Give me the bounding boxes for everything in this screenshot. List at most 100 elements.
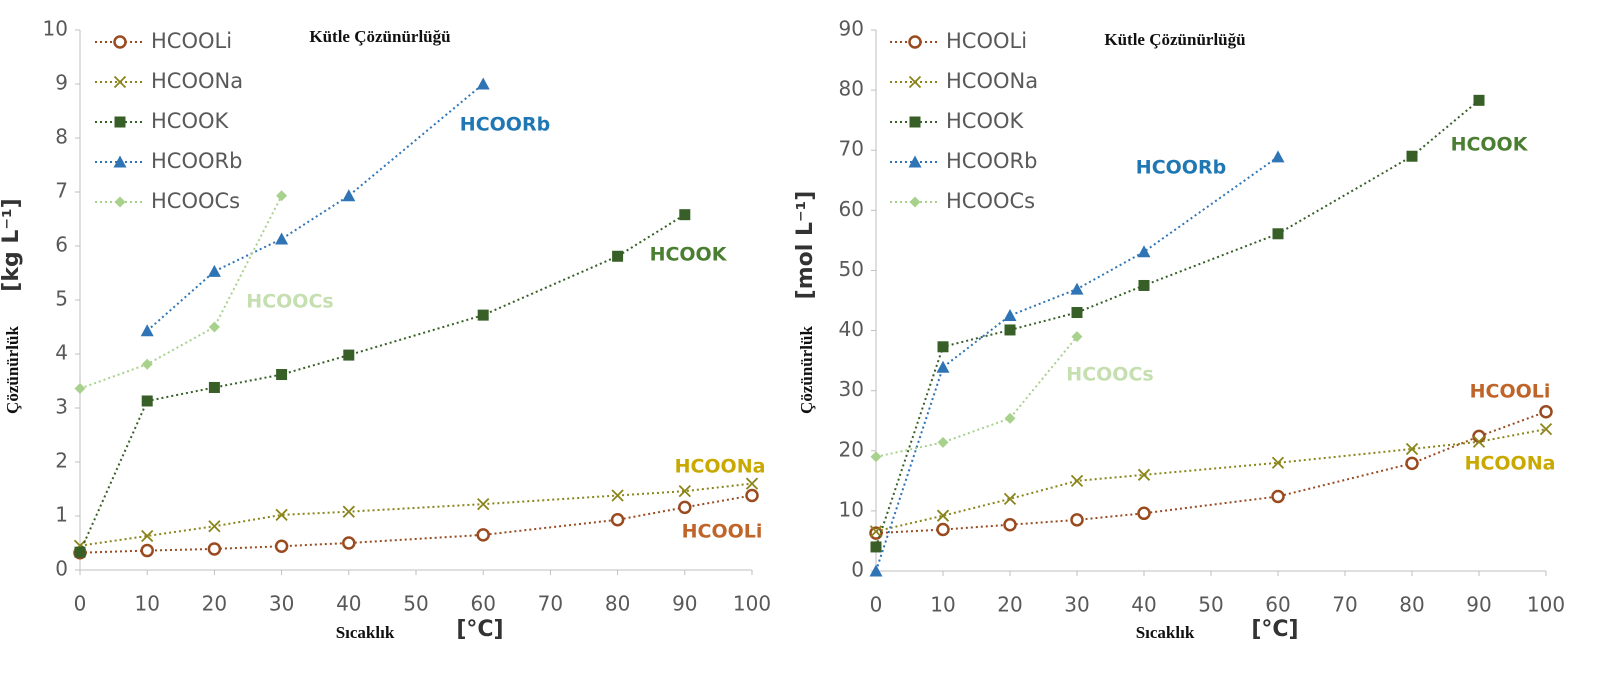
x-tick-label: 80	[605, 592, 630, 616]
point	[275, 508, 288, 522]
y-tick-label: 0	[55, 557, 68, 581]
point	[678, 485, 691, 498]
annotation: HCOOK	[650, 244, 728, 266]
point	[477, 497, 490, 511]
legend-label: HCOOK	[946, 109, 1025, 133]
legend-label: HCOOLi	[946, 29, 1027, 53]
y-axis-label: Çözünürlük	[797, 326, 816, 414]
point	[1539, 404, 1553, 419]
point	[1003, 309, 1017, 322]
legend-marker	[908, 35, 922, 49]
point	[74, 546, 86, 558]
point	[276, 369, 288, 381]
point	[208, 520, 221, 533]
point	[1137, 506, 1151, 521]
x-tick-label: 40	[1131, 593, 1156, 617]
x-tick-label: 60	[1265, 593, 1290, 617]
point	[611, 489, 624, 502]
x-tick-label: 100	[733, 592, 771, 616]
legend-label: HCOOCs	[151, 189, 240, 213]
point	[1070, 474, 1084, 487]
x-tick-label: 90	[672, 592, 697, 616]
x-tick-label: 0	[870, 593, 883, 617]
point	[937, 436, 949, 448]
series	[73, 477, 759, 552]
annotation: HCOOLi	[1470, 381, 1551, 403]
y-tick-label: 10	[43, 17, 68, 41]
point	[1071, 307, 1083, 319]
annotation: HCOOK	[1451, 134, 1529, 156]
point	[1071, 331, 1083, 343]
y-tick-label: 90	[839, 17, 864, 41]
point	[678, 500, 692, 515]
x-tick-label: 60	[470, 592, 495, 616]
y-tick-label: 70	[839, 137, 864, 161]
point	[1405, 456, 1419, 471]
point	[612, 250, 624, 262]
series	[74, 190, 288, 395]
legend-label: HCOORb	[946, 149, 1037, 173]
y-tick-label: 40	[839, 317, 864, 341]
point	[274, 539, 289, 553]
series	[869, 423, 1553, 538]
line	[79, 482, 753, 547]
x-tick-label: 40	[336, 592, 361, 616]
legend-label: HCOONa	[151, 69, 243, 93]
y-tick-label: 50	[839, 257, 864, 281]
annotation: HCOORb	[1136, 157, 1226, 179]
point	[276, 190, 288, 202]
annotation: HCOOCs	[246, 291, 333, 313]
point	[1137, 245, 1151, 258]
line	[875, 428, 1547, 533]
chart-title: Kütle Çözünürlüğü	[1104, 30, 1245, 49]
point	[869, 564, 883, 577]
legend-marker	[114, 116, 126, 128]
y-tick-label: 7	[55, 179, 68, 203]
point	[343, 349, 355, 361]
point	[207, 542, 222, 556]
point	[208, 381, 220, 393]
y-tick-label: 5	[55, 287, 68, 311]
x-tick-label: 20	[997, 593, 1022, 617]
annotation: HCOOCs	[1066, 364, 1153, 386]
point	[1472, 435, 1486, 448]
line	[875, 156, 1279, 572]
point	[936, 360, 950, 373]
legend-label: HCOONa	[946, 69, 1038, 93]
x-tick-label: 10	[930, 593, 955, 617]
x-tick-label: 50	[1198, 593, 1223, 617]
point	[679, 209, 691, 221]
legend-marker	[113, 75, 127, 89]
line	[79, 213, 686, 553]
point	[937, 341, 949, 353]
point	[141, 529, 154, 543]
legend-marker	[114, 196, 126, 208]
point	[342, 536, 356, 550]
y-axis-unit: [kg L⁻¹]	[0, 198, 24, 291]
point	[208, 321, 220, 333]
y-tick-label: 10	[839, 497, 864, 521]
x-tick-label: 30	[1064, 593, 1089, 617]
annotation: HCOONa	[1465, 453, 1556, 475]
point	[1271, 456, 1285, 469]
y-axis-label: Çözünürlük	[3, 326, 22, 414]
x-tick-label: 90	[1466, 593, 1491, 617]
point	[476, 77, 490, 90]
y-tick-label: 6	[55, 233, 68, 257]
point	[1539, 423, 1553, 436]
point	[141, 358, 153, 370]
line	[875, 410, 1547, 535]
annotation: HCOOLi	[682, 521, 763, 543]
y-tick-label: 30	[839, 377, 864, 401]
y-tick-label: 8	[55, 125, 68, 149]
y-tick-label: 1	[55, 503, 68, 527]
y-tick-label: 3	[55, 395, 68, 419]
line	[875, 335, 1078, 458]
series	[140, 77, 490, 337]
x-axis-label: Sıcaklık	[1136, 623, 1195, 642]
point	[745, 477, 759, 490]
legend-marker	[909, 116, 921, 128]
chart-title: Kütle Çözünürlüğü	[309, 27, 450, 46]
point	[74, 383, 86, 395]
